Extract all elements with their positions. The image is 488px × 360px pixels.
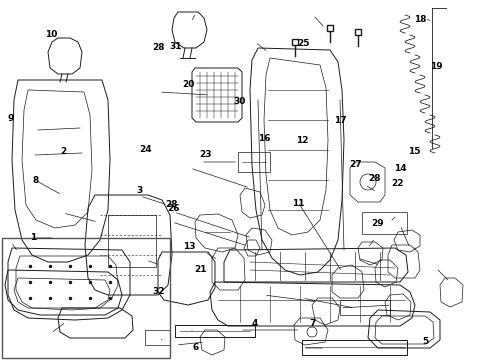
Text: 25: 25 xyxy=(296,39,309,48)
Text: 31: 31 xyxy=(169,42,182,51)
Text: 5: 5 xyxy=(422,338,427,346)
Text: 14: 14 xyxy=(393,164,406,173)
Text: 19: 19 xyxy=(429,62,442,71)
Text: 4: 4 xyxy=(250,320,257,328)
Text: 28: 28 xyxy=(164,200,177,209)
Bar xyxy=(238,152,269,172)
Text: 27: 27 xyxy=(349,161,362,170)
Text: 20: 20 xyxy=(182,80,195,89)
Text: 3: 3 xyxy=(136,186,142,195)
Text: 23: 23 xyxy=(199,150,211,159)
Text: 11: 11 xyxy=(291,199,304,208)
Text: 10: 10 xyxy=(45,30,58,39)
Text: 1: 1 xyxy=(30,233,36,242)
Bar xyxy=(339,300,389,315)
Text: 12: 12 xyxy=(295,136,308,145)
Text: 24: 24 xyxy=(139,145,152,154)
Bar xyxy=(2,238,170,358)
Bar xyxy=(145,330,170,345)
Text: 9: 9 xyxy=(7,114,14,123)
Text: 28: 28 xyxy=(367,174,380,183)
Text: 30: 30 xyxy=(233,97,245,106)
Bar xyxy=(302,340,406,355)
Text: 13: 13 xyxy=(183,242,196,251)
Text: 15: 15 xyxy=(407,147,420,156)
Text: 21: 21 xyxy=(194,266,206,274)
Text: 7: 7 xyxy=(309,320,316,328)
Text: 17: 17 xyxy=(333,116,346,125)
Text: 28: 28 xyxy=(152,43,165,52)
Text: 6: 6 xyxy=(192,343,198,352)
Bar xyxy=(108,215,156,267)
Text: 32: 32 xyxy=(152,287,165,296)
Bar xyxy=(175,325,254,337)
Text: 16: 16 xyxy=(257,134,270,143)
Text: 2: 2 xyxy=(61,147,66,156)
Text: 8: 8 xyxy=(32,176,38,185)
Text: 18: 18 xyxy=(413,15,426,24)
Bar xyxy=(361,212,406,234)
Text: 22: 22 xyxy=(390,179,403,188)
Text: 26: 26 xyxy=(167,204,180,212)
Text: 29: 29 xyxy=(371,219,384,228)
